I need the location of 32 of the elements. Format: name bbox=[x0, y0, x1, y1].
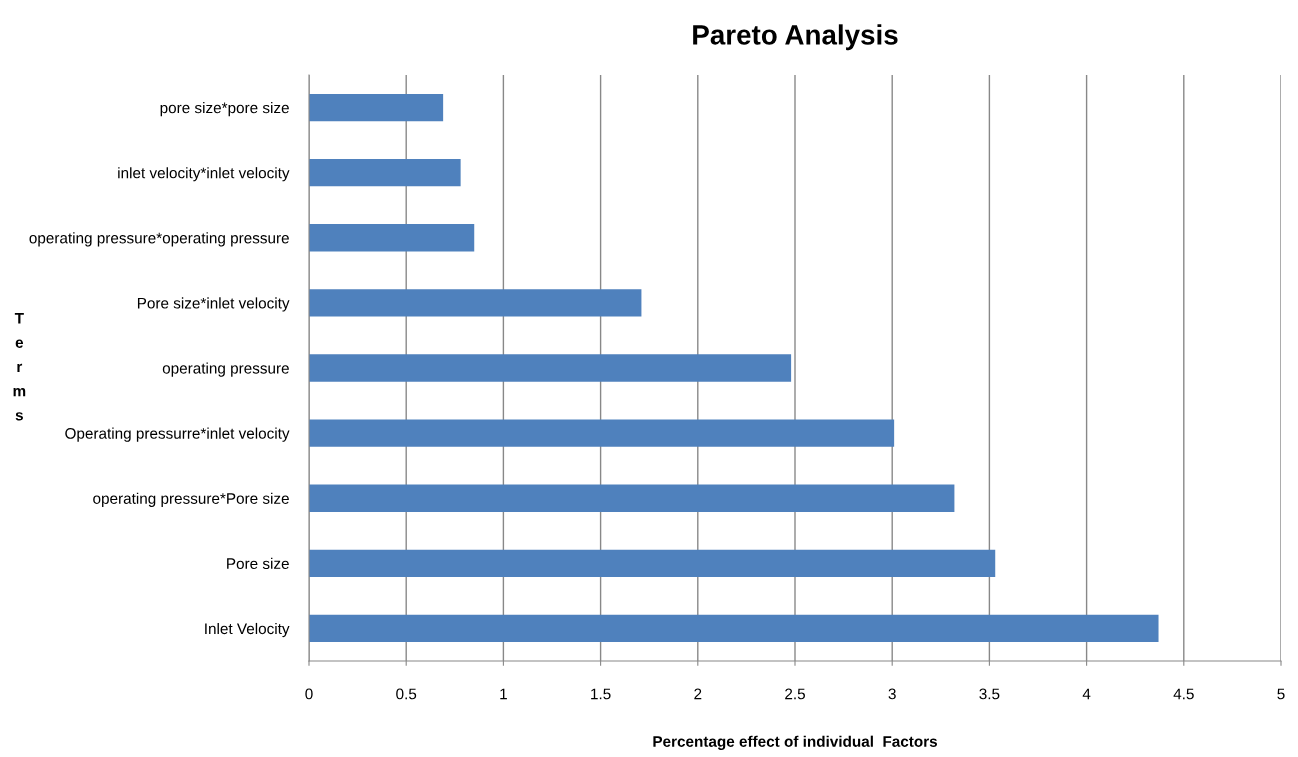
bar bbox=[309, 419, 895, 447]
bar bbox=[309, 354, 792, 382]
y-tick-label: operating pressure bbox=[162, 362, 289, 377]
y-tick-label: Pore size*inlet velocity bbox=[137, 297, 290, 312]
x-tick-label: 4 bbox=[1082, 688, 1091, 700]
chart-title: Pareto Analysis bbox=[693, 24, 898, 51]
bar bbox=[309, 484, 955, 512]
y-tick-label: operating pressure*operating pressure bbox=[29, 232, 289, 247]
x-tick-label: 1.5 bbox=[591, 688, 611, 700]
y-tick-label: Inlet Velocity bbox=[205, 622, 290, 638]
x-tick-label: 3.5 bbox=[979, 688, 1000, 700]
bar bbox=[309, 289, 642, 317]
x-tick-label: 3 bbox=[888, 688, 896, 700]
bar bbox=[309, 158, 461, 187]
y-tick-label: Operating pressurre*inlet velocity bbox=[65, 427, 290, 442]
x-axis-title: Percentage effect of individual Factors bbox=[653, 735, 938, 750]
y-tick-label: operating pressure*Pore size bbox=[93, 492, 289, 507]
x-tick-label: 5 bbox=[1277, 688, 1285, 700]
x-tick-label: 2 bbox=[694, 688, 702, 700]
x-tick-label: 0.5 bbox=[396, 688, 417, 700]
bar bbox=[309, 549, 996, 578]
x-tick-label: 2.5 bbox=[785, 688, 805, 700]
x-tick-label: 1 bbox=[500, 688, 507, 700]
x-tick-label: 0 bbox=[305, 688, 313, 700]
bar bbox=[309, 93, 444, 122]
bar bbox=[309, 224, 475, 252]
y-axis-title: Terms bbox=[13, 313, 26, 421]
y-tick-label: Pore size bbox=[227, 557, 289, 570]
y-tick-label: inlet velocity*inlet velocity bbox=[118, 167, 290, 182]
x-tick-label: 4.5 bbox=[1173, 688, 1194, 700]
y-tick-label: pore size*pore size bbox=[160, 102, 289, 117]
bar bbox=[309, 614, 1159, 643]
